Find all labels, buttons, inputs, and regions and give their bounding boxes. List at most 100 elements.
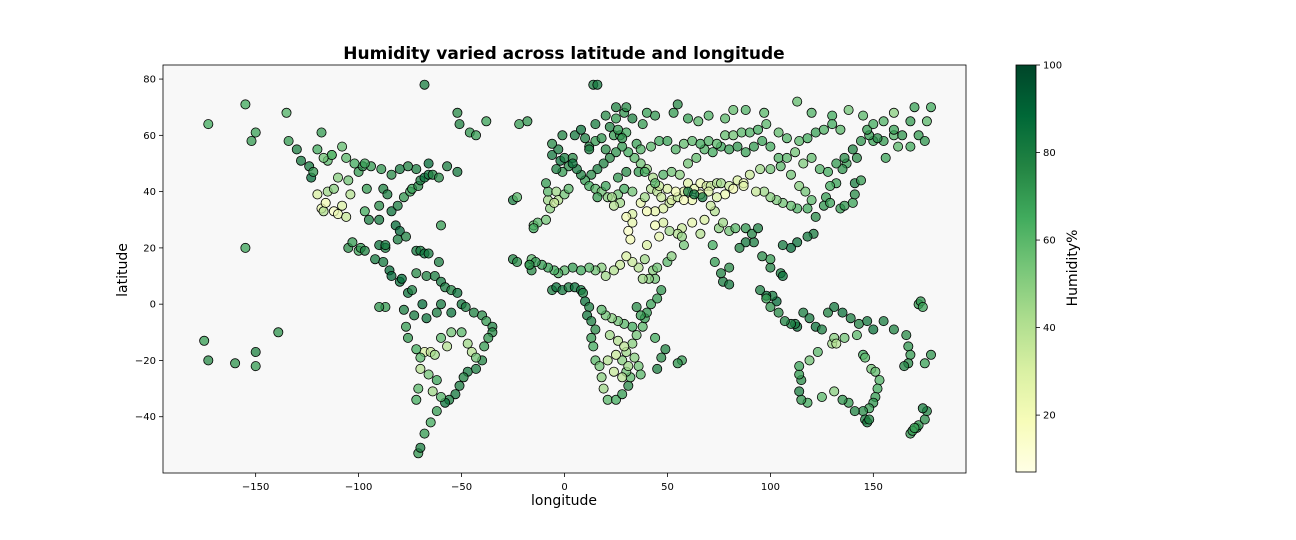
data-point [897, 130, 908, 141]
data-point [711, 192, 722, 203]
data-point [919, 135, 930, 146]
data-point [199, 335, 210, 346]
data-point [773, 307, 784, 318]
data-point [804, 355, 815, 366]
data-point [318, 152, 329, 163]
data-point [921, 116, 932, 127]
data-point [398, 304, 409, 315]
data-point [631, 330, 642, 341]
data-point [765, 262, 776, 273]
data-point [386, 169, 397, 180]
data-point [547, 138, 558, 149]
data-point [623, 380, 634, 391]
data-point [421, 270, 432, 281]
data-point [683, 158, 694, 169]
data-point [806, 152, 817, 163]
data-point [825, 180, 836, 191]
data-point [312, 189, 323, 200]
data-point [794, 135, 805, 146]
data-point [586, 332, 597, 343]
data-point [656, 192, 667, 203]
data-point [853, 318, 864, 329]
data-point [250, 346, 261, 357]
data-point [483, 332, 494, 343]
data-point [802, 133, 813, 144]
data-point [345, 189, 356, 200]
data-point [407, 285, 418, 296]
data-point [586, 169, 597, 180]
data-point [913, 130, 924, 141]
data-point [623, 361, 634, 372]
data-point [757, 251, 768, 262]
data-point [862, 124, 873, 135]
data-point [615, 259, 626, 270]
data-point [827, 110, 838, 121]
data-point [600, 180, 611, 191]
data-point [337, 200, 348, 211]
data-point [411, 394, 422, 405]
data-point [553, 144, 564, 155]
data-point [604, 330, 615, 341]
data-point [905, 141, 916, 152]
data-point [411, 164, 422, 175]
data-point [777, 240, 788, 251]
data-point [835, 124, 846, 135]
data-point [374, 214, 385, 225]
data-point [641, 240, 652, 251]
data-point [718, 217, 729, 228]
data-point [816, 324, 827, 335]
data-point [421, 313, 432, 324]
data-point [433, 172, 444, 183]
data-point [796, 394, 807, 405]
data-point [332, 172, 343, 183]
data-point [415, 363, 426, 374]
data-point [800, 186, 811, 197]
data-point [740, 147, 751, 158]
data-point [798, 158, 809, 169]
data-point [888, 324, 899, 335]
data-point [639, 254, 650, 265]
data-point [858, 110, 869, 121]
data-point [398, 192, 409, 203]
data-point [417, 299, 428, 310]
data-point [584, 301, 595, 312]
data-point [452, 166, 463, 177]
data-point [794, 386, 805, 397]
data-point [359, 206, 370, 217]
data-point [641, 206, 652, 217]
data-point [613, 335, 624, 346]
data-point [423, 369, 434, 380]
data-point [479, 341, 490, 352]
data-point [629, 152, 640, 163]
data-point [856, 175, 867, 186]
data-point [203, 119, 214, 130]
data-point [394, 164, 405, 175]
data-point [435, 220, 446, 231]
data-point [672, 99, 683, 110]
data-point [794, 361, 805, 372]
data-point [917, 301, 928, 312]
data-point [880, 152, 891, 163]
data-point [429, 270, 440, 281]
data-point [402, 332, 413, 343]
data-point [590, 119, 601, 130]
data-point [676, 231, 687, 242]
data-point [600, 144, 611, 155]
data-point [773, 152, 784, 163]
data-point [781, 133, 792, 144]
data-point [728, 183, 739, 194]
data-point [740, 237, 751, 248]
x-tick-label: −150 [242, 482, 269, 493]
data-point [411, 268, 422, 279]
data-point [312, 144, 323, 155]
data-point [794, 369, 805, 380]
data-point [845, 313, 856, 324]
data-point [621, 102, 632, 113]
data-point [823, 307, 834, 318]
data-point [664, 225, 675, 236]
data-point [627, 217, 638, 228]
data-point [790, 147, 801, 158]
data-point [592, 164, 603, 175]
data-point [230, 358, 241, 369]
data-point [450, 389, 461, 400]
